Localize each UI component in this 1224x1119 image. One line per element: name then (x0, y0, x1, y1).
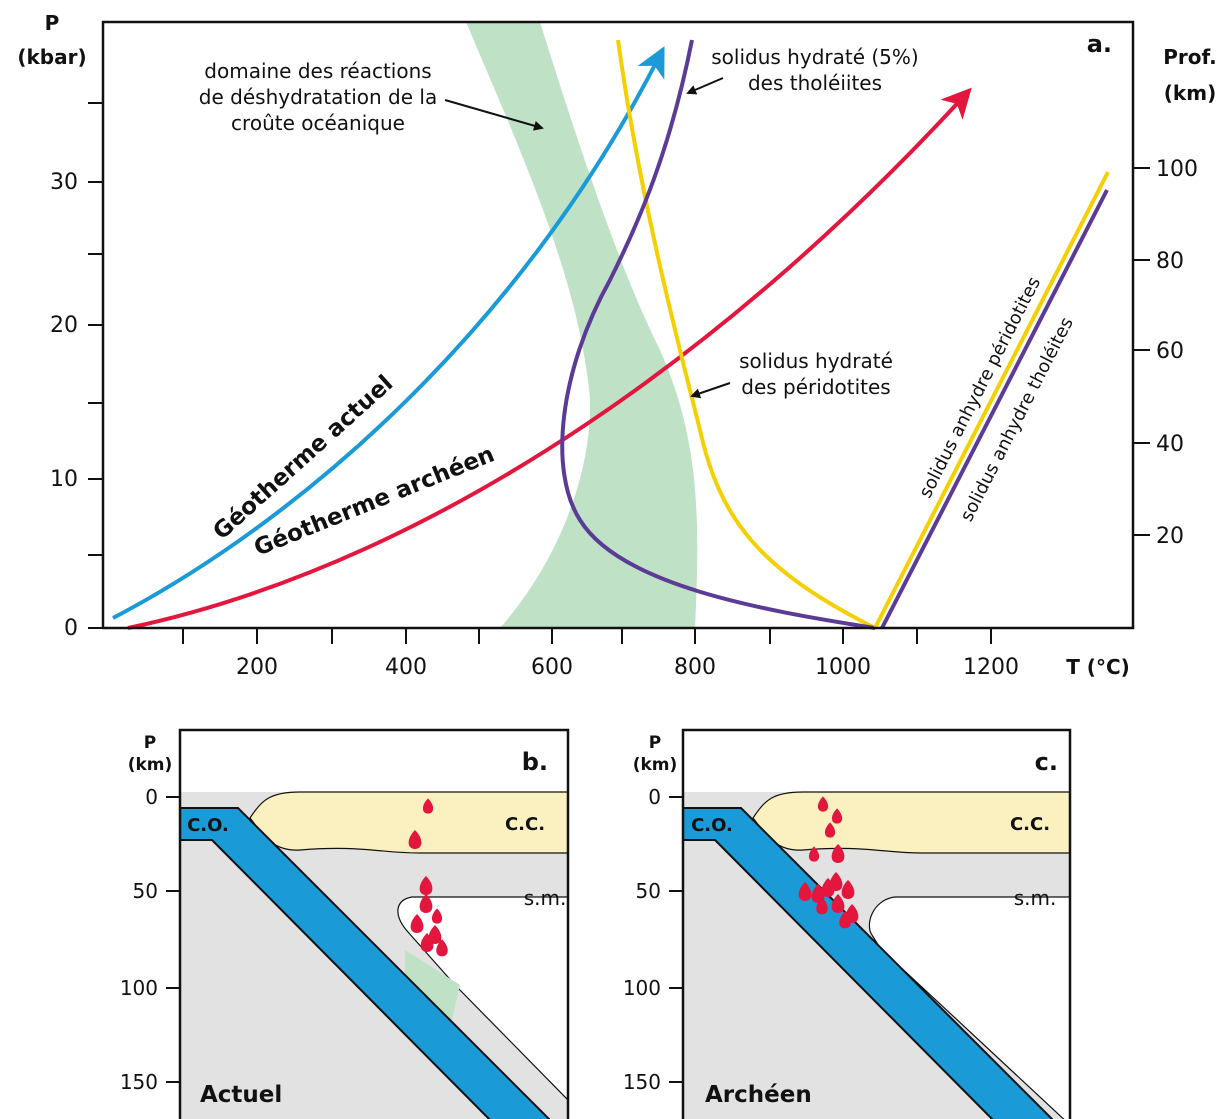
y-tick-label: 150 (623, 1070, 661, 1094)
air (180, 730, 568, 792)
panel-c: c. P (km) C.O. C.C. s.m. Archéen 0 50 100 1… (623, 728, 1072, 1119)
annotation: solidus hydraté (5%) (711, 45, 918, 69)
melt-drop (831, 844, 845, 863)
label: Actuel (200, 1082, 282, 1108)
annotation: des péridotites (741, 375, 890, 399)
peridotite-anhydrous-line (873, 171, 1110, 629)
tholeiite-hydrated-curve (560, 39, 876, 630)
frame (178, 728, 570, 1119)
y-tick-label: 20 (50, 313, 78, 338)
annotation: croûte océanique (231, 111, 405, 135)
annotation: domaine des réactions (204, 59, 431, 83)
panel-label: a. (1087, 30, 1112, 58)
melt-drop (431, 908, 443, 924)
x-tick-label: 1200 (963, 655, 1019, 680)
pointer (444, 99, 544, 131)
pointer (690, 382, 731, 399)
x-tick-label: 200 (236, 655, 278, 680)
melt-drop (808, 846, 820, 862)
melt-drop (419, 876, 433, 895)
axis-title: (km) (128, 755, 173, 775)
melt-drop (419, 894, 433, 913)
x-tick-label: 600 (531, 655, 573, 680)
axis-title: T (°C) (1066, 655, 1130, 679)
dehydration-zone (405, 950, 460, 1028)
slab (180, 807, 551, 1119)
label: C.C. (1010, 814, 1050, 835)
y2-tick-label: 80 (1156, 249, 1184, 274)
y-tick-label: 50 (636, 879, 661, 903)
y-tick-label: 50 (133, 879, 158, 903)
axis-title: (kbar) (17, 45, 86, 69)
label: C.O. (187, 815, 229, 836)
geotherm-archean-curve (127, 87, 972, 630)
melt-drop (408, 830, 422, 849)
melt-drop (420, 933, 434, 952)
melt-drop (422, 798, 434, 814)
y2-tick-label: 60 (1156, 339, 1184, 364)
panel-b: b. P (km) C.O. C.C. s.m. Actuel 0 50 100 15… (120, 728, 570, 1119)
tholeiite-anhydrous-line (880, 189, 1109, 629)
y2-tick-label: 40 (1156, 432, 1184, 457)
y-tick-label: 0 (64, 616, 78, 641)
y-tick-label: 150 (120, 1070, 158, 1094)
annotation: des tholéiites (748, 71, 882, 95)
panel-label: c. (1035, 748, 1058, 776)
annotation: solidus hydraté (739, 349, 893, 373)
label: s.m. (1014, 886, 1057, 910)
x-tick-label: 400 (385, 655, 427, 680)
label: Archéen (705, 1082, 812, 1108)
melt-drop (824, 822, 836, 838)
melt-drop (817, 796, 829, 812)
melt-drop (798, 882, 812, 901)
melt-drop (831, 894, 845, 913)
peridotite-hydrated-curve (616, 39, 876, 630)
label: s.m. (524, 886, 567, 910)
y-tick-label: 30 (50, 170, 78, 195)
y-tick-label: 10 (50, 467, 78, 492)
x-tick-label: 800 (674, 655, 716, 680)
melt-drop (829, 872, 843, 891)
axis-title: Prof. (1163, 45, 1216, 69)
label: C.O. (691, 815, 733, 836)
y-tick-label: 100 (120, 976, 158, 1000)
axis-title: (km) (633, 755, 678, 775)
axis-title: P (45, 11, 60, 35)
y2-tick-label: 100 (1156, 157, 1198, 182)
air (683, 730, 1070, 792)
melt-drop (436, 939, 448, 957)
frame (681, 728, 1072, 1119)
panel-label: b. (522, 748, 548, 776)
y2-tick-label: 20 (1156, 524, 1184, 549)
label: C.C. (505, 814, 545, 835)
axis-title: P (649, 733, 661, 753)
melt-drop (831, 808, 843, 824)
dehydration-band (466, 22, 698, 628)
x-tick-label: 1000 (815, 655, 871, 680)
y-tick-label: 0 (648, 785, 661, 809)
melt-drop (839, 911, 851, 929)
axis-title: P (144, 733, 156, 753)
melt-drop (428, 925, 442, 944)
annotation: de déshydratation de la (199, 85, 437, 109)
y-tick-label: 100 (623, 976, 661, 1000)
axis-title: (km) (1164, 81, 1216, 105)
melt-drop (841, 880, 855, 899)
panel-a: a. P (kbar) Prof. (km) T (°C) 0 10 20 30 20 4… (17, 11, 1216, 680)
melt-drop (816, 897, 828, 915)
y-tick-label: 0 (145, 785, 158, 809)
melt-drop (410, 914, 424, 933)
geotherm-now-curve (112, 46, 665, 620)
slab (683, 807, 1054, 1119)
pointer (686, 77, 724, 95)
